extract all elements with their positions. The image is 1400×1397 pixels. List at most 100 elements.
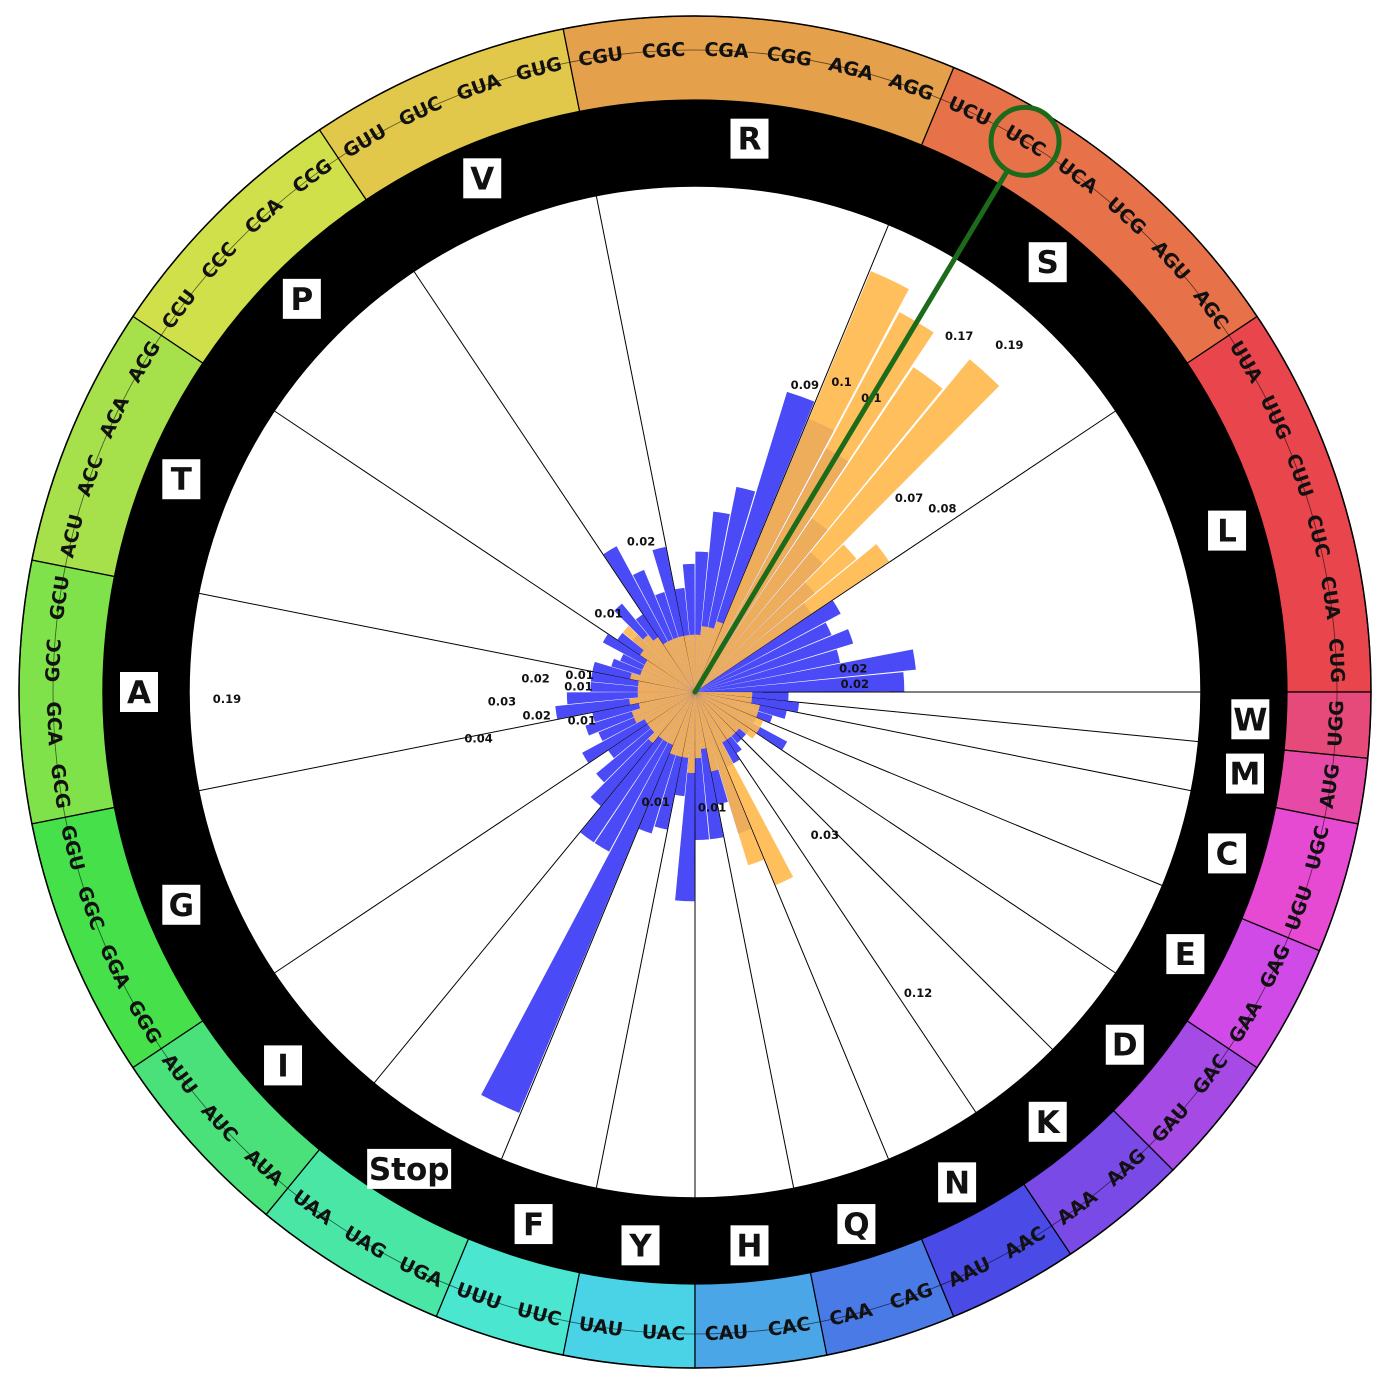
bar-series-b — [630, 672, 695, 692]
amino-acid-label-bg — [162, 459, 201, 500]
bar-value-label: 0.01 — [565, 668, 593, 682]
bar-series-b — [673, 637, 695, 692]
sector-divider — [694, 691, 1192, 792]
sector-divider — [595, 195, 696, 693]
bar-value-label: 0.02 — [839, 662, 867, 676]
bar-series — [481, 271, 1000, 1113]
bar-series-b — [631, 692, 695, 718]
bar-series-b — [633, 692, 695, 724]
bar-series-a — [695, 629, 854, 692]
codon-label: UAC — [641, 1321, 686, 1345]
codon-label: CGC — [641, 39, 686, 63]
bar-series-b — [640, 650, 695, 692]
sector-divider — [694, 691, 1163, 887]
amino-acid-label-w: W — [1233, 702, 1267, 738]
amino-acid-label-bg — [1166, 934, 1205, 975]
bar-series-b — [695, 692, 753, 698]
amino-acid-label-bg — [730, 1225, 769, 1266]
ring-midline — [52, 49, 1338, 1335]
bar-series-b — [695, 271, 909, 692]
amino-acid-label-bg — [1208, 833, 1247, 874]
sector-divider — [198, 691, 696, 792]
bar-value-label: 0.02 — [521, 672, 549, 686]
bar-value-label: 0.01 — [698, 800, 726, 814]
amino-acid-label-h: H — [737, 1228, 763, 1264]
amino-acid-label-e: E — [1175, 937, 1196, 973]
bar-series-b — [682, 692, 695, 758]
bar-value-label: 0.17 — [945, 329, 973, 343]
bar-series-b — [695, 692, 757, 739]
amino-acid-label-bg — [463, 158, 502, 199]
bar-series-b — [695, 367, 943, 692]
bar-series-b — [675, 692, 695, 757]
codon-label: GCA — [42, 701, 66, 747]
bar-series-b — [653, 637, 695, 692]
amino-acid-label-r: R — [738, 122, 762, 158]
bar-series-b — [668, 692, 695, 745]
bar-value-label: 0.03 — [488, 694, 516, 708]
amino-acid-label-bg — [120, 672, 158, 712]
highlight-circle — [988, 104, 1062, 178]
sector-divider — [500, 691, 696, 1160]
bar-series-b — [695, 692, 707, 750]
sector-divider — [373, 691, 696, 1084]
amino-acid-dividers — [198, 195, 1201, 1198]
bar-series-b — [644, 660, 695, 692]
bar-series-b — [644, 692, 695, 724]
bar-series-b — [642, 634, 695, 692]
sector-divider — [694, 410, 1116, 693]
bar-series-a — [695, 649, 841, 692]
amino-acid-label-v: V — [470, 161, 494, 197]
amino-acid-label-d: D — [1112, 1028, 1138, 1064]
amino-acid-label-p: P — [290, 282, 313, 318]
bar-series-b — [658, 692, 695, 740]
sector-divider — [413, 271, 696, 693]
bar-series-b — [695, 692, 702, 759]
bar-series-b — [695, 621, 724, 692]
bar-series-b — [663, 692, 695, 743]
amino-acid-label-t: T — [171, 462, 192, 498]
amino-acid-label-bg — [1208, 510, 1247, 551]
codon-label: CUG — [1324, 638, 1348, 684]
amino-acid-label-g: G — [169, 888, 194, 924]
sector-divider — [274, 691, 696, 974]
bar-series-b — [642, 665, 695, 692]
codon-label: GCC — [42, 638, 66, 683]
bar-value-label: 0.02 — [627, 534, 655, 548]
amino-acid-label-bg — [938, 1162, 977, 1203]
bar-value-labels: 0.080.070.090.020.020.020.010.010.010.02… — [213, 329, 1024, 1000]
sector-divider — [694, 691, 795, 1189]
bar-series-b — [647, 692, 695, 729]
bar-series-b — [637, 680, 695, 692]
codon-label: UGG — [1324, 700, 1348, 748]
bar-series-b — [695, 626, 708, 692]
bar-series-b — [695, 692, 764, 727]
bar-series-b — [695, 692, 764, 866]
amino-acid-label-bg — [282, 278, 321, 319]
amino-acid-label-a: A — [127, 675, 151, 711]
bar-series-b — [695, 692, 740, 733]
bar-value-label: 0.19 — [213, 692, 241, 706]
amino-acid-label-q: Q — [843, 1207, 869, 1243]
amino-acid-label-bg — [1231, 699, 1270, 740]
bar-series-b — [663, 641, 695, 692]
sector-divider — [595, 691, 696, 1189]
amino-acid-label-bg — [264, 1045, 303, 1086]
codon-label: CAU — [704, 1321, 749, 1345]
codon-label: CGA — [704, 39, 750, 63]
bar-series-b — [629, 692, 695, 705]
bar-series-b — [678, 635, 695, 692]
bar-series-b — [695, 692, 719, 772]
bar-series-b — [695, 692, 759, 718]
amino-acid-label-bg — [730, 118, 769, 159]
sector-divider — [694, 691, 1116, 974]
bar-series-b — [622, 626, 695, 692]
amino-acid-label-c: C — [1216, 836, 1239, 872]
bar-value-label: 0.07 — [895, 491, 923, 505]
amino-acid-label-bg — [1105, 1024, 1144, 1065]
bar-series-b — [687, 692, 695, 774]
amino-acid-labels: L S R V P T A G I Stop F Y H Q N K D E C MW — [120, 118, 1270, 1266]
bar-series-a — [695, 391, 815, 692]
bar-value-label: 0.01 — [594, 607, 622, 621]
